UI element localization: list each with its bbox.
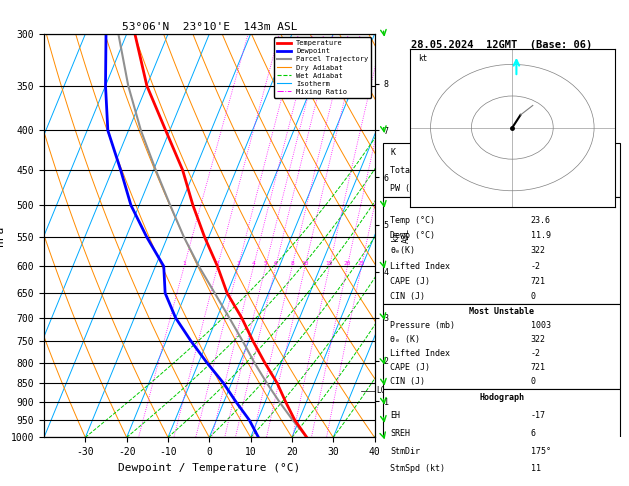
Text: CAPE (J): CAPE (J) [390, 364, 430, 372]
Text: Pressure (mb): Pressure (mb) [390, 321, 455, 330]
Text: kt: kt [418, 54, 428, 63]
Text: CAPE (J): CAPE (J) [390, 277, 430, 286]
Text: Hodograph: Hodograph [479, 393, 524, 402]
Text: StmDir: StmDir [390, 447, 420, 455]
Text: K: K [390, 148, 395, 156]
Text: 5: 5 [264, 261, 267, 266]
Text: 10: 10 [301, 261, 309, 266]
Title: 53°06'N  23°10'E  143m ASL: 53°06'N 23°10'E 143m ASL [121, 22, 297, 32]
Text: SREH: SREH [390, 429, 410, 438]
Text: 2: 2 [216, 261, 220, 266]
Text: 15: 15 [326, 261, 333, 266]
Text: θₑ (K): θₑ (K) [390, 335, 420, 344]
Bar [382, 143, 620, 197]
Text: Temp (°C): Temp (°C) [390, 216, 435, 225]
Y-axis label: km
ASL: km ASL [391, 228, 411, 243]
Text: StmSpd (kt): StmSpd (kt) [390, 464, 445, 473]
Text: EH: EH [390, 411, 400, 420]
Text: Surface: Surface [484, 201, 519, 209]
Text: 28.05.2024  12GMT  (Base: 06): 28.05.2024 12GMT (Base: 06) [411, 40, 592, 50]
Text: θₑ(K): θₑ(K) [390, 246, 415, 255]
Text: CIN (J): CIN (J) [390, 378, 425, 386]
Text: 3: 3 [237, 261, 240, 266]
Text: Most Unstable: Most Unstable [469, 307, 534, 316]
Text: Lifted Index: Lifted Index [390, 349, 450, 358]
Text: 721: 721 [531, 277, 545, 286]
Text: 2.42: 2.42 [531, 184, 550, 193]
Text: 0: 0 [531, 378, 536, 386]
Text: 27: 27 [531, 148, 540, 156]
Bar [382, 389, 620, 478]
Text: CIN (J): CIN (J) [390, 292, 425, 301]
Text: 20: 20 [343, 261, 351, 266]
Text: 175°: 175° [531, 447, 550, 455]
Text: 23.6: 23.6 [531, 216, 550, 225]
Text: 322: 322 [531, 335, 545, 344]
Text: 721: 721 [531, 364, 545, 372]
Y-axis label: hPa: hPa [0, 226, 5, 246]
Text: Dewp (°C): Dewp (°C) [390, 231, 435, 240]
Text: 4: 4 [252, 261, 255, 266]
Bar [382, 197, 620, 304]
Text: 48: 48 [531, 166, 540, 174]
Text: 1: 1 [182, 261, 186, 266]
Text: 6: 6 [531, 429, 536, 438]
Text: LCL: LCL [377, 386, 391, 395]
Text: -2: -2 [531, 261, 540, 271]
X-axis label: Dewpoint / Temperature (°C): Dewpoint / Temperature (°C) [118, 463, 301, 473]
Text: -17: -17 [531, 411, 545, 420]
Text: 0: 0 [531, 292, 536, 301]
Text: PW (cm): PW (cm) [390, 184, 425, 193]
Text: 25: 25 [358, 261, 365, 266]
Text: Lifted Index: Lifted Index [390, 261, 450, 271]
Legend: Temperature, Dewpoint, Parcel Trajectory, Dry Adiabat, Wet Adiabat, Isotherm, Mi: Temperature, Dewpoint, Parcel Trajectory… [274, 37, 371, 98]
Text: -2: -2 [531, 349, 540, 358]
Text: 6: 6 [274, 261, 277, 266]
Text: 8: 8 [290, 261, 294, 266]
Text: 1003: 1003 [531, 321, 550, 330]
Text: Mixing Ratio (g/kg): Mixing Ratio (g/kg) [388, 192, 398, 279]
Text: 11.9: 11.9 [531, 231, 550, 240]
Text: Totals Totals: Totals Totals [390, 166, 455, 174]
Bar [382, 304, 620, 389]
Text: 322: 322 [531, 246, 545, 255]
Text: 11: 11 [531, 464, 540, 473]
